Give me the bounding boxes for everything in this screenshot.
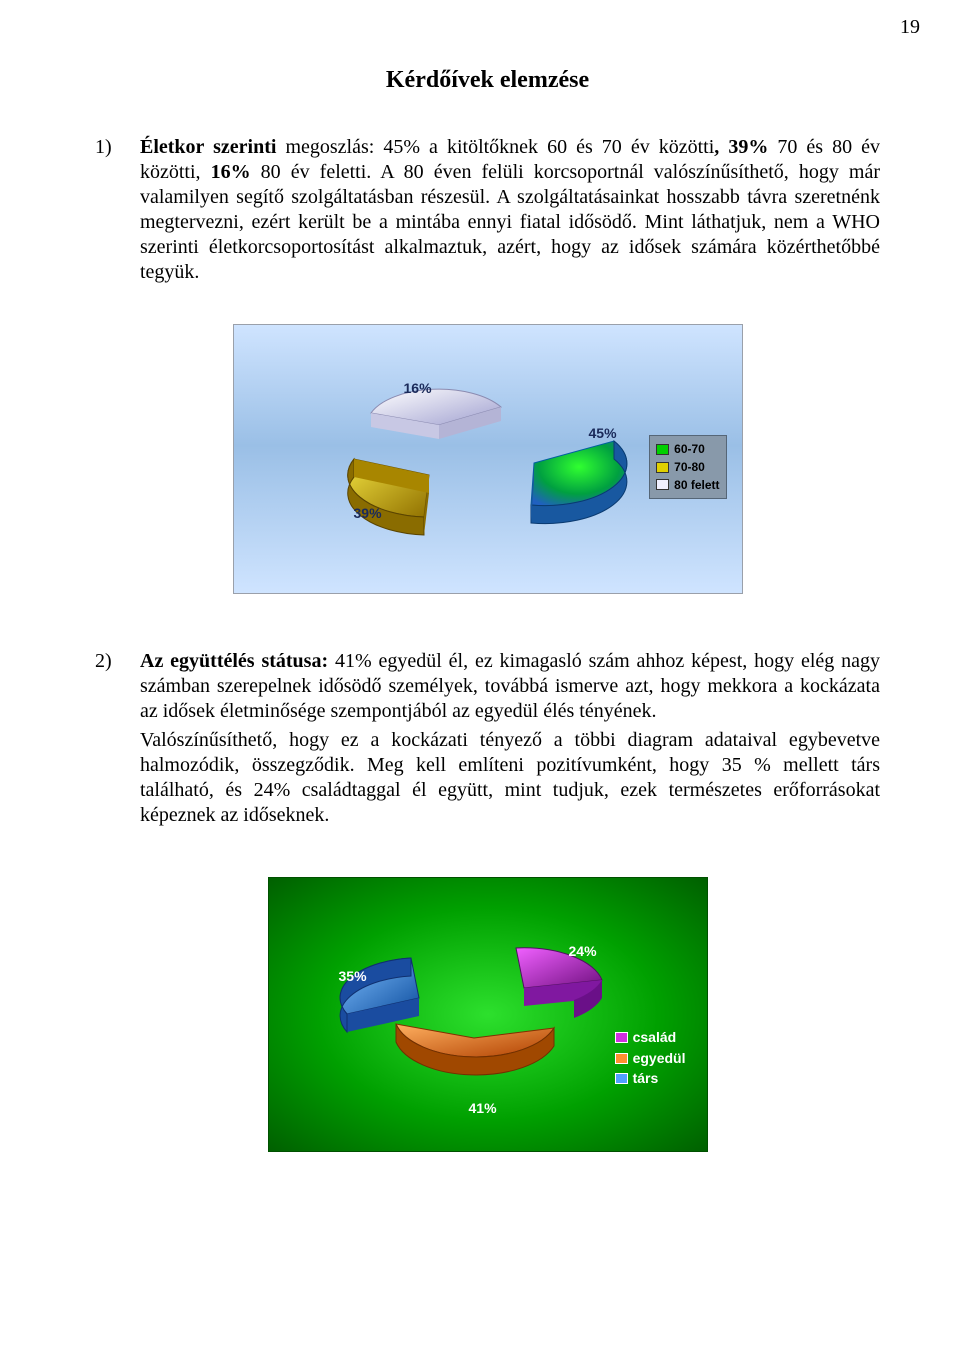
section1-lead-rest: megoszlás: 45% a kitöltőknek 60 és 70 év… — [276, 136, 714, 158]
legend-label: 80 felett — [674, 477, 719, 494]
legend-swatch — [656, 444, 669, 455]
section-1: 1) Életkor szerinti megoszlás: 45% a kit… — [95, 135, 880, 289]
page-title: Kérdőívek elemzése — [95, 65, 880, 95]
section-body: Az együttélés státusa: 41% egyedül él, e… — [140, 649, 880, 832]
section1-lead-bold: Életkor szerinti — [140, 136, 276, 158]
section-body: Életkor szerinti megoszlás: 45% a kitölt… — [140, 135, 880, 289]
legend-item: 60-70 — [656, 441, 719, 458]
legend-swatch — [656, 479, 669, 490]
legend-label: 60-70 — [674, 441, 705, 458]
pct-label-39: 39% — [354, 505, 382, 523]
chart2-legend: család egyedül társ — [609, 1023, 692, 1094]
legend-swatch — [656, 462, 669, 473]
chart1-legend: 60-70 70-80 80 felett — [649, 435, 726, 499]
legend-label: társ — [633, 1069, 659, 1089]
section2-p1-bold: Az együttélés státusa: — [140, 650, 328, 672]
age-pie-chart: 16% 45% 39% 60-70 70-80 80 felett — [233, 324, 743, 594]
section-number: 1) — [95, 135, 140, 160]
pct-label-45: 45% — [589, 425, 617, 443]
section1-lead-bold2: , 39% — [714, 136, 768, 158]
section-number: 2) — [95, 649, 140, 674]
pct-label-16: 16% — [404, 380, 432, 398]
section2-p2: Valószínűsíthető, hogy ez a kockázati té… — [140, 728, 880, 828]
legend-swatch — [615, 1032, 628, 1043]
legend-swatch — [615, 1073, 628, 1084]
legend-item: társ — [615, 1069, 686, 1089]
legend-label: 70-80 — [674, 459, 705, 476]
living-status-pie-chart: 24% 41% 35% család egyedül társ — [268, 877, 708, 1152]
legend-label: egyedül — [633, 1049, 686, 1069]
pct-label-24: 24% — [569, 943, 597, 961]
legend-item: egyedül — [615, 1049, 686, 1069]
pct-label-41: 41% — [469, 1100, 497, 1118]
legend-item: 70-80 — [656, 459, 719, 476]
legend-label: család — [633, 1028, 677, 1048]
section1-lead-bold3: 16% — [211, 161, 251, 183]
section-2: 2) Az együttélés státusa: 41% egyedül él… — [95, 649, 880, 832]
page-number: 19 — [900, 15, 920, 40]
chart1-container: 16% 45% 39% 60-70 70-80 80 felett — [95, 324, 880, 594]
section1-lead-rest3: 80 év feletti. A 80 éven felüli korcsopo… — [140, 161, 880, 283]
pct-label-35: 35% — [339, 968, 367, 986]
legend-swatch — [615, 1053, 628, 1064]
document-page: 19 Kérdőívek elemzése 1) Életkor szerint… — [0, 0, 960, 1353]
chart2-container: 24% 41% 35% család egyedül társ — [95, 877, 880, 1152]
legend-item: 80 felett — [656, 477, 719, 494]
legend-item: család — [615, 1028, 686, 1048]
